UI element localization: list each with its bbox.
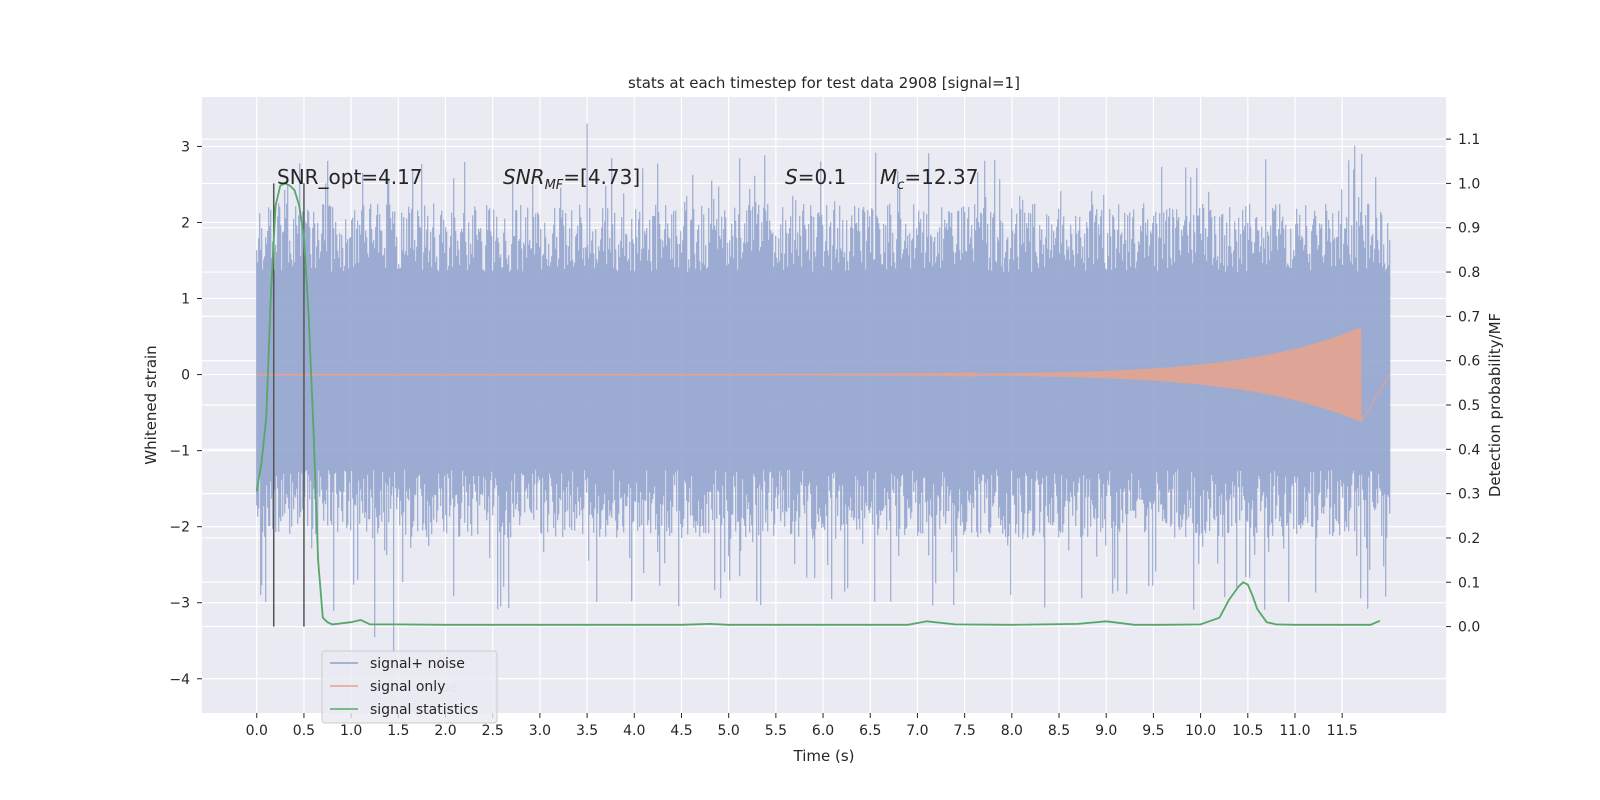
x-tick-label: 4.0	[623, 723, 645, 739]
x-tick-label: 11.0	[1279, 723, 1310, 739]
x-tick-label: 2.0	[434, 723, 456, 739]
annotation-snr-opt: SNR_opt=4.17	[277, 165, 423, 189]
y-right-tick-label: 0.1	[1458, 575, 1480, 591]
legend-box	[321, 650, 498, 724]
mc-value: =12.37	[904, 165, 978, 189]
signal-statistics-line	[255, 182, 1381, 626]
x-tick-label: 4.5	[670, 723, 692, 739]
signal-statistics-series	[255, 182, 1381, 626]
legend-label-stats: signal statistics	[370, 702, 478, 718]
signal-only-series	[256, 327, 1390, 424]
y-right-tick-label: 1.1	[1458, 132, 1480, 148]
x-tick-label: 6.0	[812, 723, 834, 739]
x-tick-label: 5.0	[718, 723, 740, 739]
x-tick-label: 1.5	[387, 723, 409, 739]
x-tick-label: 11.5	[1327, 723, 1358, 739]
y-right-tick-label: 0.0	[1458, 620, 1480, 636]
s-symbol: S	[785, 165, 798, 189]
x-tick-label: 6.5	[859, 723, 881, 739]
y-axis-right-label: Detection probability/MF	[1486, 313, 1504, 497]
x-tick-label: 7.5	[954, 723, 976, 739]
x-tick-label: 10.5	[1232, 723, 1263, 739]
legend: noise signal+ noise signal only signal s…	[321, 650, 498, 724]
y-tick-label: −4	[169, 672, 190, 688]
y-tick-label: −3	[169, 596, 190, 612]
snr-mf-base: SNR	[503, 165, 545, 189]
x-tick-label: 8.0	[1001, 723, 1023, 739]
x-tick-label: 2.5	[482, 723, 504, 739]
tick-labels: 0.0 0.5 1.0 1.5 2.0 2.5 3.0 3.5 4.0 4.5 5.0 5.5 6.0 6…	[169, 132, 1480, 739]
mc-sub: c	[897, 178, 904, 193]
y-tick-label: 0	[181, 368, 190, 384]
x-tick-label: 3.0	[529, 723, 551, 739]
annotation-mc: Mc=12.37	[880, 165, 978, 193]
y-right-tick-label: 0.9	[1458, 221, 1480, 237]
mc-base: M	[880, 165, 897, 189]
snr-mf-value: =[4.73]	[563, 165, 640, 189]
y-tick-label: 2	[181, 215, 190, 231]
x-tick-label: 1.0	[340, 723, 362, 739]
x-tick-label: 9.0	[1095, 723, 1117, 739]
legend-label-noise: signal+ noise	[370, 656, 465, 672]
y-right-tick-label: 0.5	[1458, 398, 1480, 414]
y-tick-label: 1	[181, 292, 190, 308]
x-tick-label: 0.0	[246, 723, 268, 739]
y-tick-label: −2	[169, 520, 190, 536]
y-axis-label: Whitened strain	[142, 345, 160, 464]
y-right-tick-label: 0.7	[1458, 309, 1480, 325]
signal-only-line	[256, 327, 1390, 424]
x-tick-label: 5.5	[765, 723, 787, 739]
x-tick-label: 3.5	[576, 723, 598, 739]
x-tick-label: 10.0	[1185, 723, 1216, 739]
y-right-tick-label: 0.3	[1458, 487, 1480, 503]
y-right-tick-label: 1.0	[1458, 176, 1480, 192]
y-tick-label: 3	[181, 139, 190, 155]
y-right-tick-label: 0.6	[1458, 354, 1480, 370]
y-right-tick-label: 0.4	[1458, 442, 1480, 458]
y-tick-label: −1	[169, 444, 190, 460]
legend-label-signal: signal only	[370, 679, 445, 695]
chart-title: stats at each timestep for test data 290…	[628, 74, 1020, 92]
y-right-tick-label: 0.2	[1458, 531, 1480, 547]
x-tick-label: 7.0	[906, 723, 928, 739]
x-tick-label: 0.5	[293, 723, 315, 739]
x-tick-label: 9.5	[1142, 723, 1164, 739]
annotation-s: S=0.1	[785, 165, 846, 189]
y-right-tick-label: 0.8	[1458, 265, 1480, 281]
annotation-snr-mf: SNRMF=[4.73]	[503, 165, 640, 193]
snr-mf-sub: MF	[545, 178, 564, 193]
x-tick-label: 8.5	[1048, 723, 1070, 739]
s-value: =0.1	[798, 165, 847, 189]
x-axis-label: Time (s)	[793, 747, 855, 765]
